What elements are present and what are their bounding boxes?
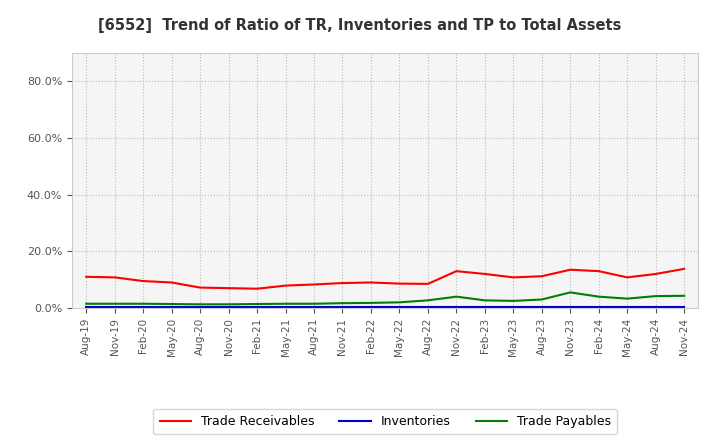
- Trade Receivables: [253, 286, 261, 291]
- Trade Payables: [366, 300, 375, 305]
- Inventories: [595, 305, 603, 310]
- Inventories: [452, 305, 461, 310]
- Trade Payables: [595, 294, 603, 299]
- Trade Payables: [423, 298, 432, 303]
- Trade Payables: [196, 302, 204, 307]
- Inventories: [338, 305, 347, 310]
- Inventories: [167, 305, 176, 310]
- Inventories: [623, 305, 631, 310]
- Trade Payables: [537, 297, 546, 302]
- Trade Payables: [480, 298, 489, 303]
- Inventories: [537, 305, 546, 310]
- Trade Receivables: [423, 281, 432, 286]
- Inventories: [139, 305, 148, 310]
- Trade Payables: [395, 300, 404, 305]
- Trade Payables: [253, 301, 261, 307]
- Inventories: [423, 305, 432, 310]
- Inventories: [225, 305, 233, 310]
- Trade Payables: [110, 301, 119, 306]
- Trade Receivables: [537, 274, 546, 279]
- Trade Receivables: [82, 274, 91, 279]
- Trade Payables: [452, 294, 461, 299]
- Trade Payables: [82, 301, 91, 306]
- Inventories: [652, 305, 660, 310]
- Trade Receivables: [366, 280, 375, 285]
- Inventories: [282, 305, 290, 310]
- Inventories: [480, 305, 489, 310]
- Trade Receivables: [652, 271, 660, 277]
- Inventories: [82, 305, 91, 310]
- Trade Payables: [282, 301, 290, 306]
- Trade Receivables: [595, 268, 603, 274]
- Trade Payables: [566, 290, 575, 295]
- Trade Payables: [167, 301, 176, 307]
- Trade Receivables: [110, 275, 119, 280]
- Inventories: [310, 305, 318, 310]
- Legend: Trade Receivables, Inventories, Trade Payables: Trade Receivables, Inventories, Trade Pa…: [153, 409, 617, 434]
- Inventories: [110, 305, 119, 310]
- Trade Receivables: [480, 271, 489, 277]
- Trade Receivables: [509, 275, 518, 280]
- Trade Receivables: [225, 286, 233, 291]
- Inventories: [196, 305, 204, 310]
- Trade Payables: [680, 293, 688, 298]
- Trade Payables: [225, 302, 233, 307]
- Trade Payables: [509, 298, 518, 304]
- Trade Receivables: [310, 282, 318, 287]
- Inventories: [680, 305, 688, 310]
- Trade Receivables: [566, 267, 575, 272]
- Trade Receivables: [167, 280, 176, 285]
- Inventories: [509, 305, 518, 310]
- Trade Receivables: [395, 281, 404, 286]
- Trade Receivables: [282, 283, 290, 288]
- Text: [6552]  Trend of Ratio of TR, Inventories and TP to Total Assets: [6552] Trend of Ratio of TR, Inventories…: [99, 18, 621, 33]
- Line: Trade Payables: Trade Payables: [86, 293, 684, 304]
- Trade Payables: [139, 301, 148, 306]
- Inventories: [366, 305, 375, 310]
- Trade Receivables: [680, 266, 688, 271]
- Trade Payables: [338, 301, 347, 306]
- Trade Receivables: [623, 275, 631, 280]
- Trade Receivables: [452, 268, 461, 274]
- Trade Payables: [623, 296, 631, 301]
- Inventories: [253, 305, 261, 310]
- Trade Payables: [310, 301, 318, 306]
- Line: Trade Receivables: Trade Receivables: [86, 269, 684, 289]
- Inventories: [395, 305, 404, 310]
- Trade Receivables: [139, 279, 148, 284]
- Inventories: [566, 305, 575, 310]
- Trade Receivables: [338, 280, 347, 286]
- Trade Receivables: [196, 285, 204, 290]
- Trade Payables: [652, 293, 660, 299]
